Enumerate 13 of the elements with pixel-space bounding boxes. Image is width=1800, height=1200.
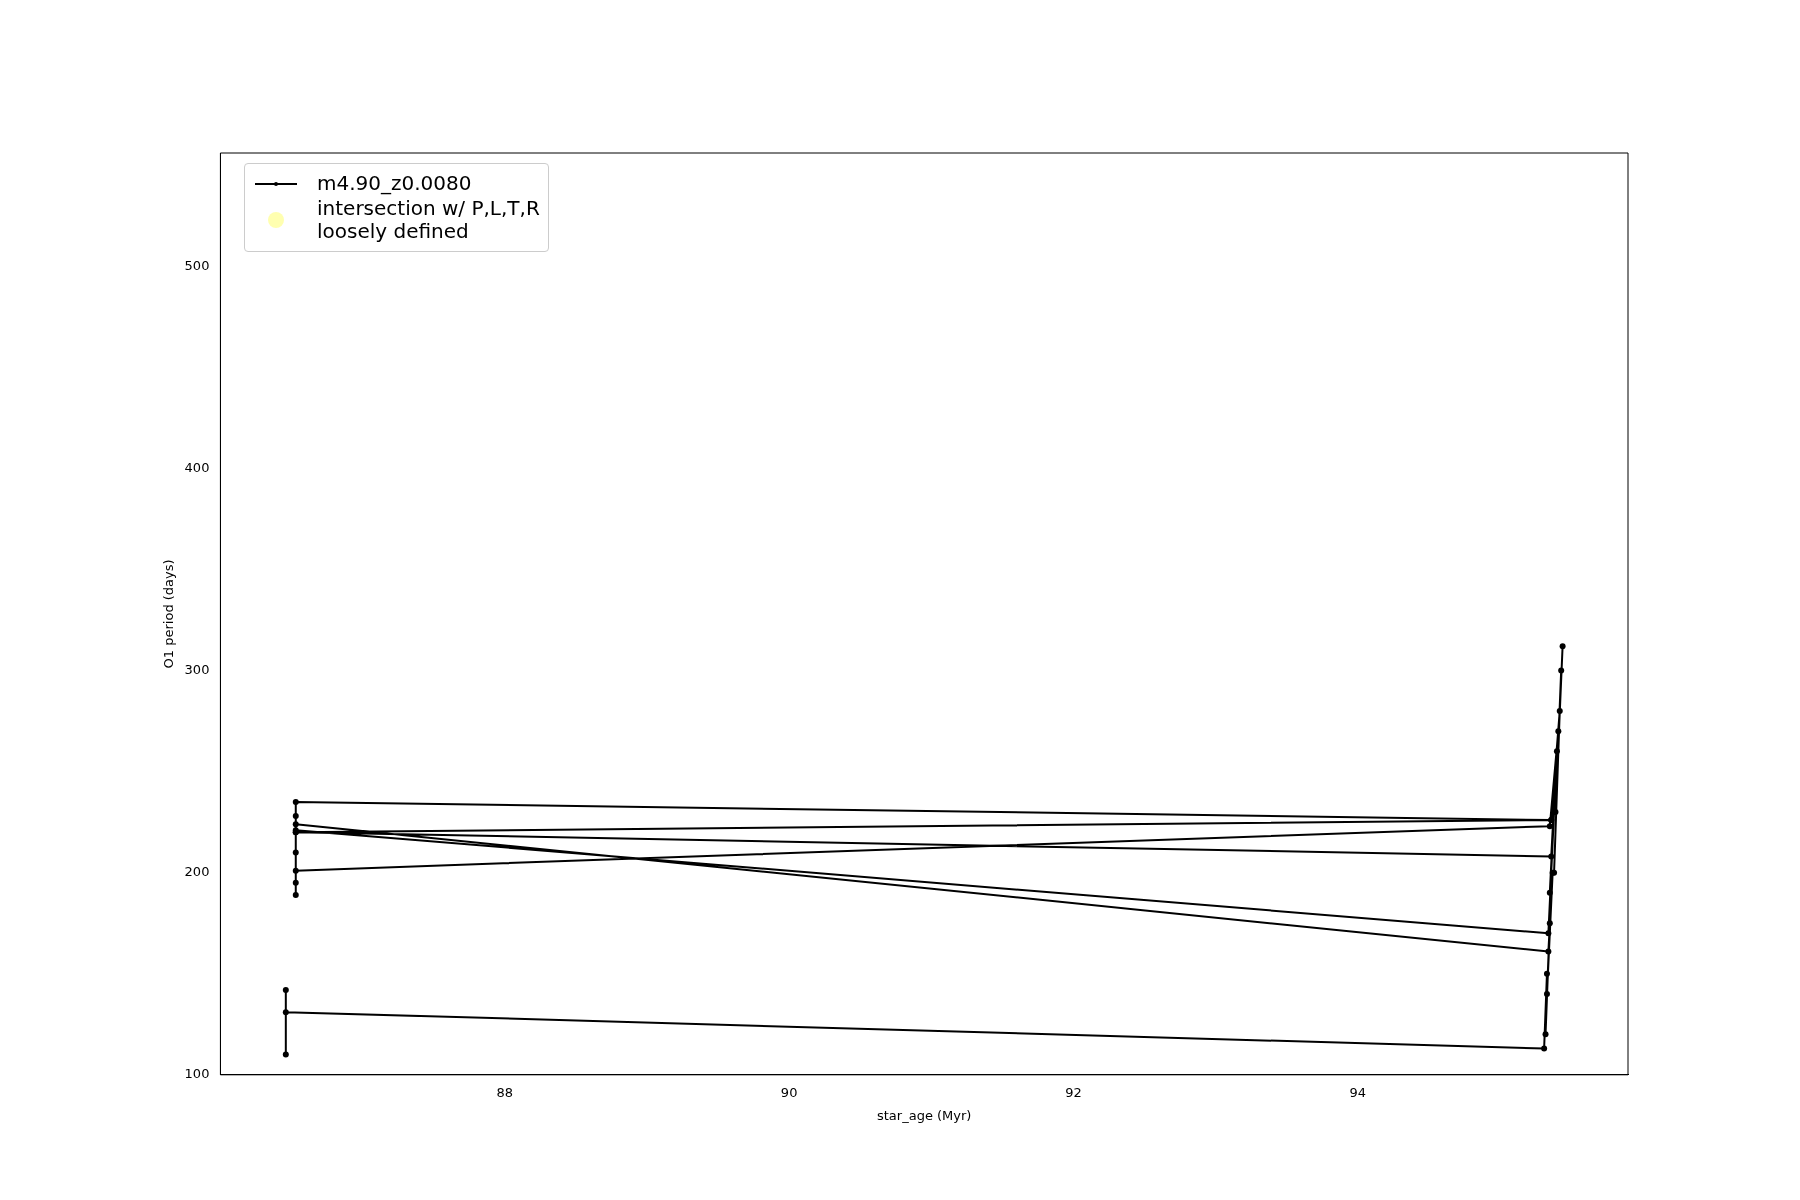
x-axis-title: star_age (Myr) (876, 1107, 972, 1123)
x-tick-label: 90 (780, 1084, 798, 1100)
y-axis-title: O1 period (days) (161, 559, 177, 669)
y-tick-label: 100 (184, 1066, 210, 1082)
legend-label: m4.90_z0.0080 (317, 171, 472, 195)
x-tick-label: 92 (1065, 1084, 1082, 1100)
legend-label: intersection w/ P,L,T,R loosely defined (317, 196, 540, 243)
x-tick-label: 94 (1349, 1084, 1367, 1100)
y-tick-label: 300 (184, 661, 210, 677)
x-tick-label: 88 (496, 1084, 514, 1100)
y-tick-label: 200 (184, 864, 210, 880)
y-tick-label: 400 (184, 459, 210, 475)
y-tick-label: 500 (184, 257, 210, 273)
